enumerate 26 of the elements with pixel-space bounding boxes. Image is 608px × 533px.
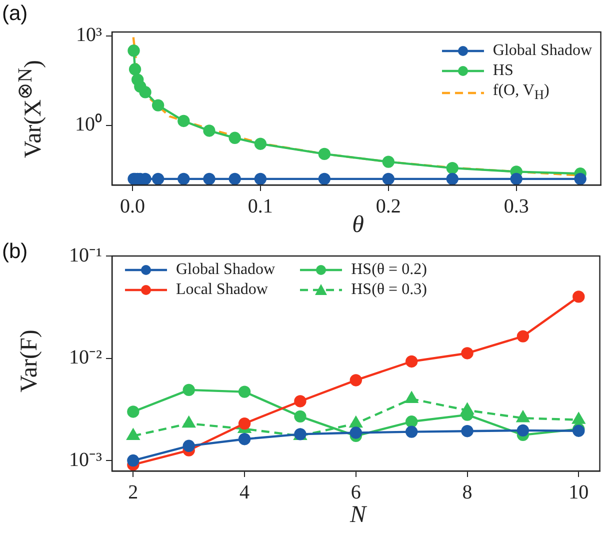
x-tick-label: 6 [350,481,361,504]
legend-label: HS(θ = 0.2) [351,261,427,279]
legend-label: HS [492,62,514,80]
y-tick-label: 10³ [76,24,102,46]
legend-label: Local Shadow [176,281,268,299]
x-tick-label: 8 [462,481,472,504]
x-axis-title: θ [352,212,364,239]
x-tick-label: 10 [568,481,589,504]
y-tick-label: 10⁻¹ [69,244,102,266]
legend-label: HS(θ = 0.3) [351,281,427,299]
legend-label: f(O, V$_{H}$) [492,82,550,104]
text: (a) [2,2,28,26]
x-tick-label: 0.3 [504,195,529,218]
x-tick-label: 0.2 [376,195,401,218]
y-axis-title: Var(F) [16,330,44,392]
y-tick-label: 10⁻² [69,346,102,369]
x-tick-label: 0.0 [120,195,145,218]
x-tick-label: 0.1 [248,195,273,218]
y-tick-label: 10⁻³ [69,448,102,471]
x-tick-label: 2 [128,481,138,504]
text: (b) [2,240,28,264]
y-tick-label: 10⁰ [75,112,102,136]
x-tick-label: 4 [240,481,250,504]
legend-label: Global Shadow [492,42,592,60]
legend-label: Global Shadow [176,261,276,279]
x-axis-title: N [350,502,366,529]
